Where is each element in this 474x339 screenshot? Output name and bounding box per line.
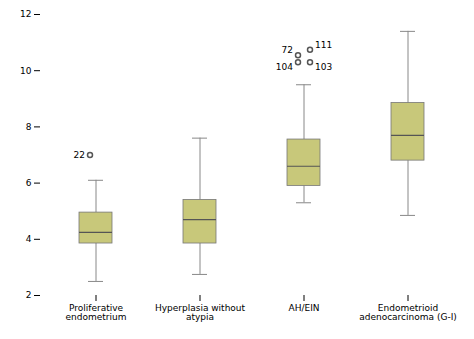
svg-text:Hyperplasia withoutatypia: Hyperplasia withoutatypia (155, 303, 246, 322)
svg-text:8: 8 (26, 122, 32, 132)
svg-text:103: 103 (315, 62, 332, 72)
svg-text:6: 6 (26, 178, 32, 188)
svg-text:4: 4 (26, 234, 32, 244)
svg-text:Endometrioidadenocarcinoma (G-: Endometrioidadenocarcinoma (G-I) (359, 303, 457, 322)
svg-text:104: 104 (276, 62, 293, 72)
svg-text:10: 10 (20, 66, 32, 76)
svg-text:12: 12 (20, 9, 31, 19)
svg-text:2: 2 (26, 290, 32, 300)
svg-text:72: 72 (282, 45, 293, 55)
svg-text:22: 22 (74, 150, 85, 160)
svg-text:111: 111 (315, 40, 332, 50)
svg-text:Proliferativeendometrium: Proliferativeendometrium (66, 303, 127, 322)
svg-text:AH/EIN: AH/EIN (288, 303, 319, 313)
